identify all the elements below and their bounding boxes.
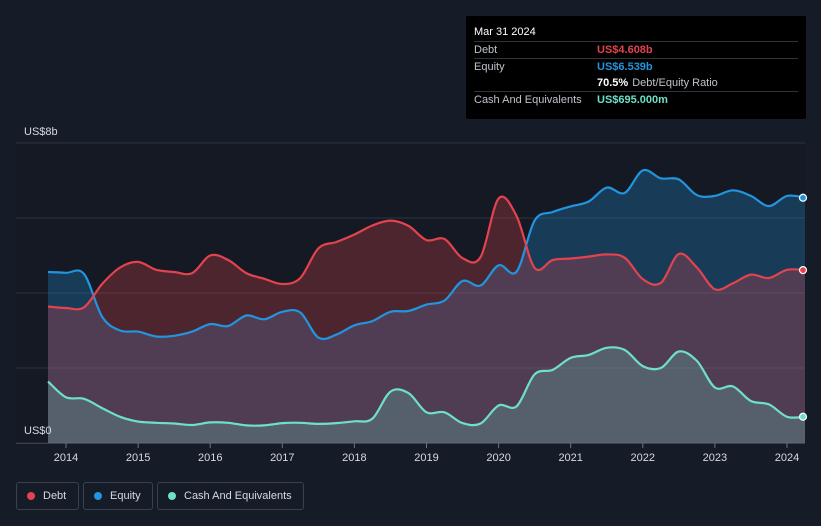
series-areas	[48, 169, 805, 443]
x-tick-label: 2023	[703, 452, 727, 464]
tooltip-equity-value: US$6.539b	[597, 61, 653, 73]
cash-endpoint	[798, 412, 808, 421]
equity-line	[47, 168, 806, 341]
x-tick-label: 2021	[558, 452, 582, 464]
tooltip-cash-value: US$695.000m	[597, 94, 668, 106]
x-tick-label: 2024	[775, 452, 799, 464]
series-lines	[47, 168, 806, 427]
legend-debt[interactable]: Debt	[16, 482, 79, 510]
legend-cash-dot-icon	[168, 492, 176, 500]
equity-area	[48, 169, 805, 443]
cash-line	[47, 346, 806, 427]
legend-equity-dot-icon	[94, 492, 102, 500]
x-tick-label: 2015	[126, 452, 150, 464]
x-tick-label: 2017	[270, 452, 294, 464]
tooltip-ratio-label: Debt/Equity Ratio	[632, 77, 718, 89]
legend-equity[interactable]: Equity	[83, 482, 153, 510]
y-axis-bottom-label: US$0	[24, 425, 52, 437]
equity-endpoint	[798, 193, 808, 202]
tooltip-debt-value: US$4.608b	[597, 44, 653, 56]
tooltip-date: Mar 31 2024	[474, 26, 536, 38]
legend-debt-dot-icon	[27, 492, 35, 500]
x-axis-ticks: 2014 2015 2016 2017 2018 2019 2020 2021 2022 2023…	[16, 443, 805, 464]
x-tick-label: 2022	[631, 452, 655, 464]
debt-endpoint	[798, 266, 808, 275]
x-tick-label: 2016	[198, 452, 222, 464]
legend-debt-label: Debt	[43, 490, 67, 502]
x-tick-label: 2018	[342, 452, 366, 464]
debt-line	[47, 195, 806, 311]
y-axis-top-label: US$8b	[24, 126, 58, 138]
debt-area	[48, 196, 805, 443]
tooltip-debt-label: Debt	[474, 44, 498, 56]
legend-cash-label: Cash And Equivalents	[184, 490, 292, 502]
tooltip-cash-label: Cash And Equivalents	[474, 94, 582, 106]
tooltip-equity-label: Equity	[474, 61, 505, 73]
x-tick-label: 2019	[414, 452, 438, 464]
cash-area	[48, 347, 805, 443]
tooltip-ratio-percent: 70.5%	[597, 77, 629, 89]
x-tick-label: 2020	[486, 452, 510, 464]
legend-cash[interactable]: Cash And Equivalents	[157, 482, 304, 510]
series-endpoints	[798, 193, 808, 421]
x-tick-label: 2014	[54, 452, 78, 464]
legend-equity-label: Equity	[110, 490, 141, 502]
tooltip-panel: Mar 31 2024 Debt US$4.608b Equity US$6.5…	[466, 16, 806, 119]
